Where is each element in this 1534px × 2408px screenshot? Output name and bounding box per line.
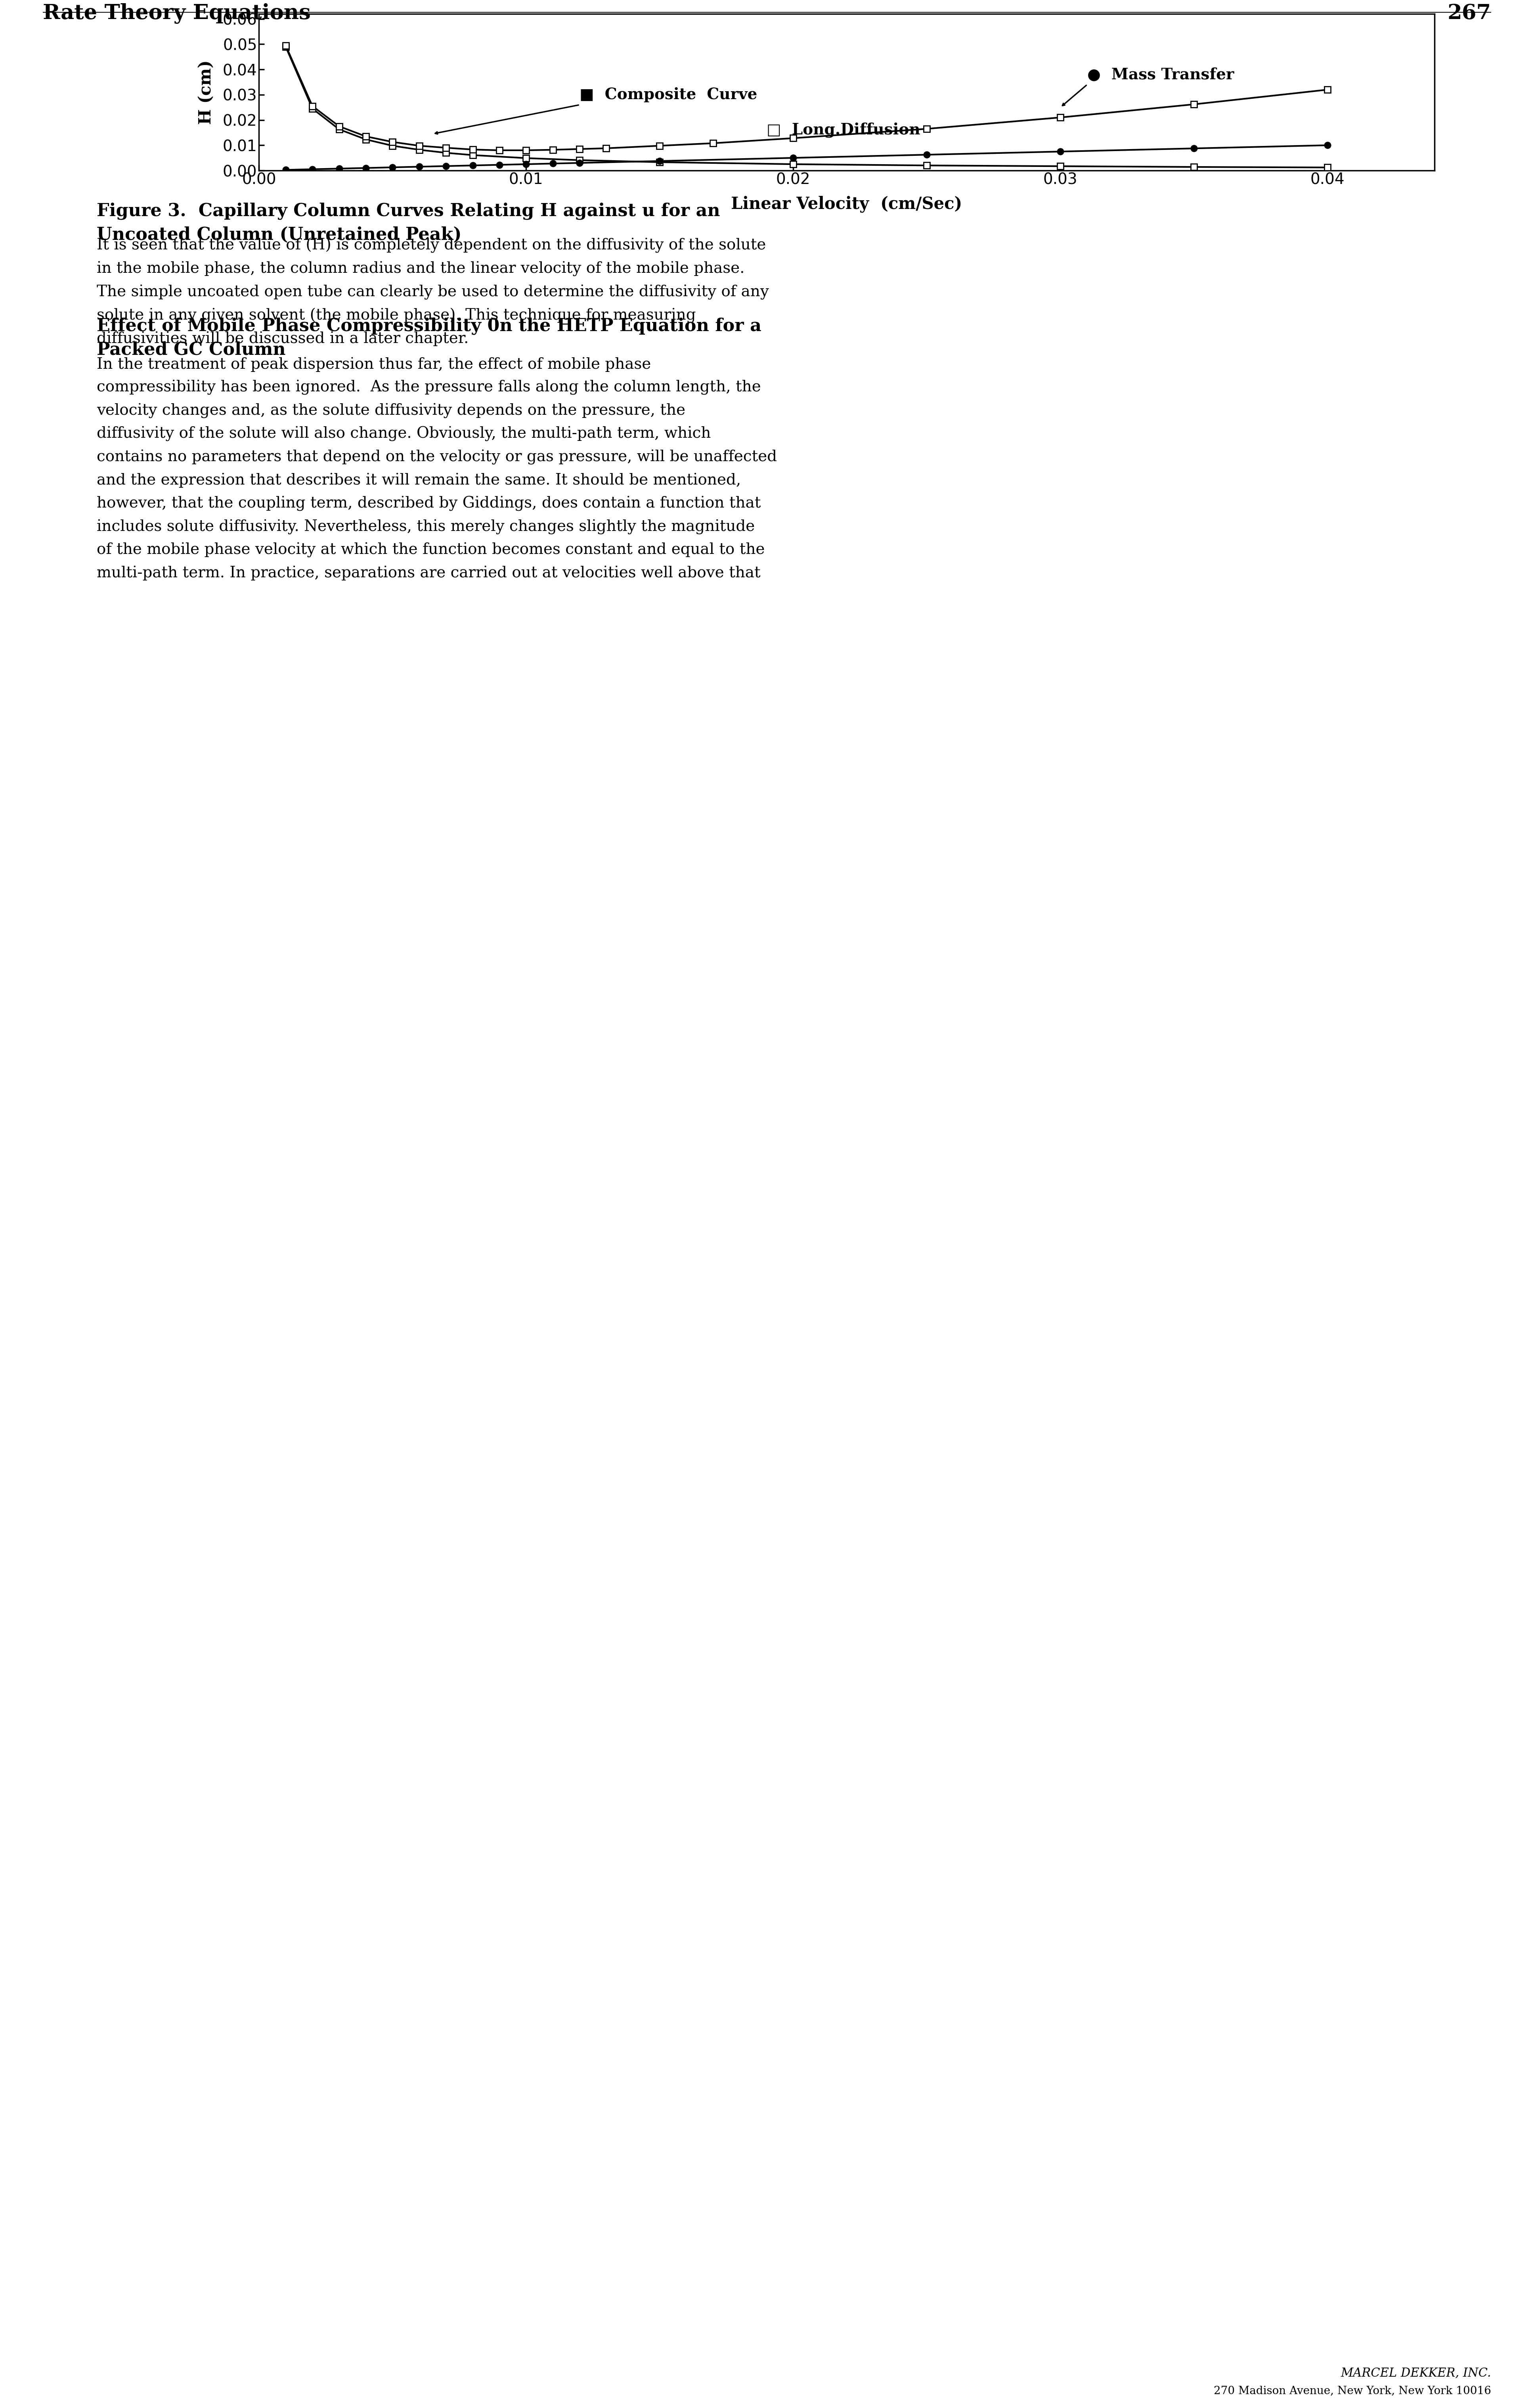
X-axis label: Linear Velocity  (cm/Sec): Linear Velocity (cm/Sec) xyxy=(732,195,962,212)
Text: Figure 3.  Capillary Column Curves Relating H against u for an
Uncoated Column (: Figure 3. Capillary Column Curves Relati… xyxy=(97,202,719,243)
Text: Rate Theory Equations: Rate Theory Equations xyxy=(43,2,311,24)
Text: 267: 267 xyxy=(1448,2,1491,24)
Text: In the treatment of peak dispersion thus far, the effect of mobile phase
compres: In the treatment of peak dispersion thus… xyxy=(97,356,776,580)
Text: ■  Composite  Curve: ■ Composite Curve xyxy=(580,87,758,101)
Text: MARCEL DEKKER, INC.: MARCEL DEKKER, INC. xyxy=(1341,2367,1491,2379)
Text: 270 Madison Avenue, New York, New York 10016: 270 Madison Avenue, New York, New York 1… xyxy=(1213,2386,1491,2396)
Text: □  Long.Diffusion: □ Long.Diffusion xyxy=(767,123,920,137)
Text: ●  Mass Transfer: ● Mass Transfer xyxy=(1088,67,1233,82)
Text: It is seen that the value of (H) is completely dependent on the diffusivity of t: It is seen that the value of (H) is comp… xyxy=(97,238,769,347)
Text: Effect of Mobile Phase Compressibility 0n the HETP Equation for a
Packed GC Colu: Effect of Mobile Phase Compressibility 0… xyxy=(97,318,761,359)
Y-axis label: H (cm): H (cm) xyxy=(198,60,215,125)
